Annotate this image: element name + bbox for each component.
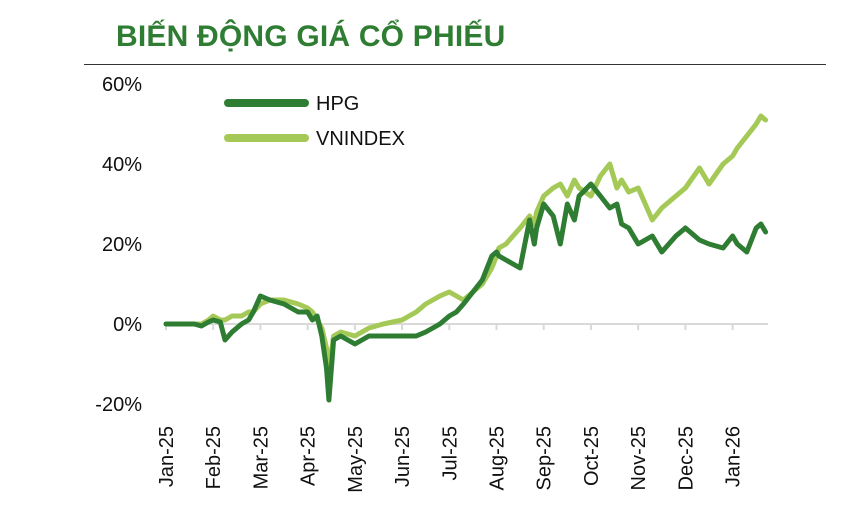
plot-area <box>163 113 769 403</box>
x-tick-label: Mar-25 <box>250 426 272 489</box>
y-tick-label: -20% <box>95 394 142 416</box>
x-tick-label: Apr-25 <box>298 426 320 486</box>
x-tick-label: Jun-25 <box>392 426 414 487</box>
x-tick-label: Jul-25 <box>439 426 461 480</box>
legend-label-vnindex: VNINDEX <box>316 128 405 150</box>
x-tick-label: Sep-25 <box>534 426 556 491</box>
legend-label-hpg: HPG <box>316 93 359 115</box>
x-tick-label: Nov-25 <box>628 426 650 490</box>
x-tick-label: Oct-25 <box>581 426 603 486</box>
chart-title: BIẾN ĐỘNG GIÁ CỔ PHIẾU <box>116 20 506 53</box>
y-tick-label: 20% <box>102 234 142 256</box>
x-axis: Jan-25 Feb-25 Mar-25 Apr-25 May-25 Jun-25 Jul-… <box>156 323 768 493</box>
x-tick-label: Feb-25 <box>203 426 225 489</box>
x-tick-label: Jan-25 <box>156 426 178 487</box>
y-tick-label: 0% <box>113 314 142 336</box>
y-axis: -20% 0% 20% 40% 60% <box>95 74 142 416</box>
x-tick-label: May-25 <box>345 426 367 493</box>
y-tick-label: 60% <box>102 74 142 96</box>
series-line-vnindex <box>163 113 769 375</box>
series-line-hpg <box>163 181 769 403</box>
y-tick-label: 40% <box>102 154 142 176</box>
x-tick-label: Jan-26 <box>723 426 745 487</box>
legend: HPG VNINDEX <box>224 93 405 150</box>
x-tick-label: Aug-25 <box>487 426 509 491</box>
x-tick-label: Dec-25 <box>675 426 697 490</box>
title-divider <box>84 64 826 65</box>
